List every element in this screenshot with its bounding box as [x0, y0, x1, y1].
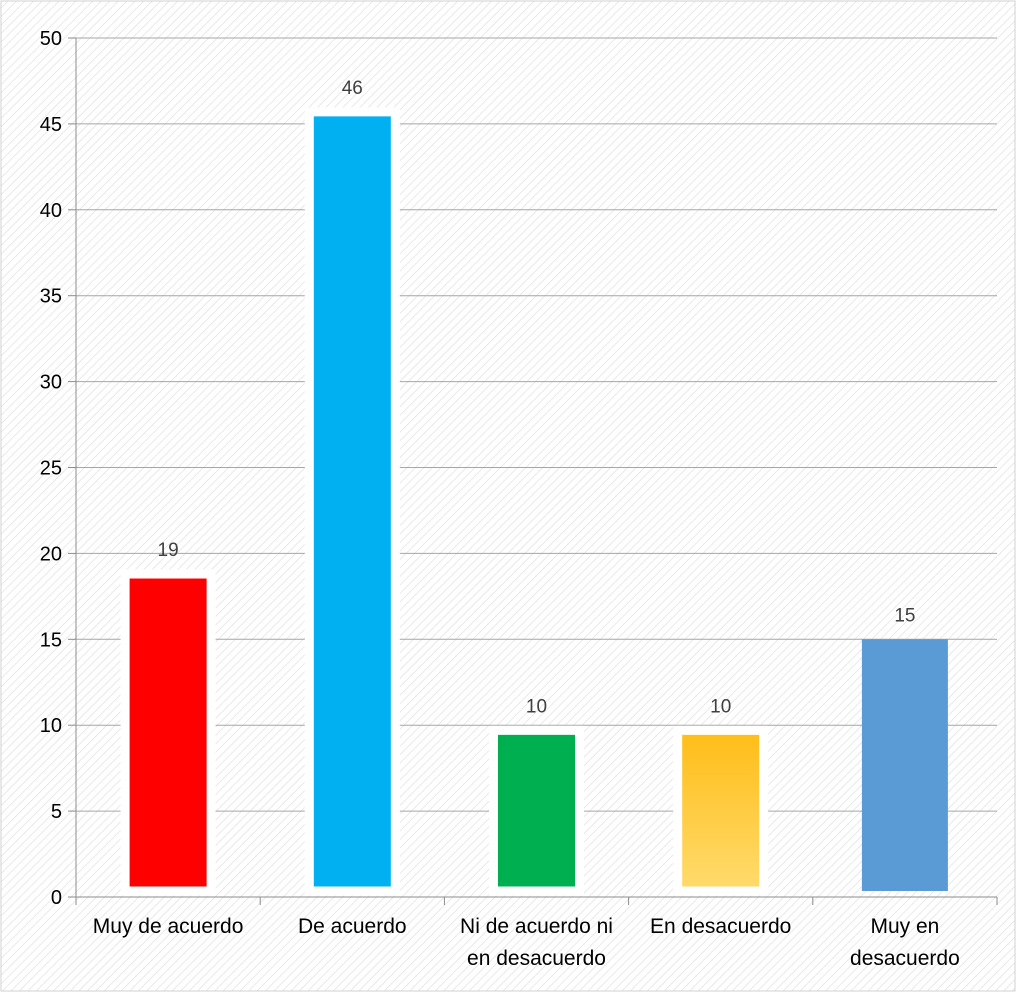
- y-tick-label: 15: [40, 629, 62, 651]
- axes: [68, 37, 998, 905]
- y-tick-label: 45: [40, 114, 62, 136]
- bars: [120, 107, 948, 896]
- bar-1: [120, 569, 216, 896]
- grid-lines: [76, 37, 997, 812]
- data-label: 46: [342, 78, 363, 99]
- bar-4: [673, 725, 769, 896]
- data-label: 10: [710, 696, 731, 717]
- y-tick-label: 50: [40, 28, 62, 50]
- y-tick-label: 5: [51, 801, 62, 823]
- y-tick-label: 10: [40, 715, 62, 737]
- y-tick-label: 0: [51, 887, 62, 909]
- data-labels: 19 46 10 10 15: [158, 78, 916, 717]
- y-tick-label: 20: [40, 543, 62, 565]
- x-tick-label: desacuerdo: [850, 947, 960, 970]
- y-tick-label: 25: [40, 458, 62, 480]
- bar-3: [489, 725, 584, 896]
- tick-labels: 0 5 10 15 20 25 30 35 40 45 50 Muy de acuerdo De acu…: [40, 28, 960, 970]
- x-tick-label: De acuerdo: [298, 915, 407, 938]
- x-tick-label: en desacuerdo: [467, 947, 606, 970]
- x-tick-label: Muy en: [870, 915, 939, 938]
- bar-2: [304, 107, 400, 896]
- y-tick-label: 35: [40, 286, 62, 308]
- data-label: 15: [894, 605, 915, 626]
- data-label: 19: [158, 540, 179, 561]
- x-tick-label: En desacuerdo: [650, 915, 791, 938]
- y-tick-label: 30: [40, 372, 62, 394]
- y-tick-label: 40: [40, 200, 62, 222]
- x-tick-label: Ni de acuerdo ni: [460, 915, 613, 938]
- data-label: 10: [526, 696, 547, 717]
- x-tick-label: Muy de acuerdo: [93, 915, 244, 938]
- bar-5: [861, 639, 948, 891]
